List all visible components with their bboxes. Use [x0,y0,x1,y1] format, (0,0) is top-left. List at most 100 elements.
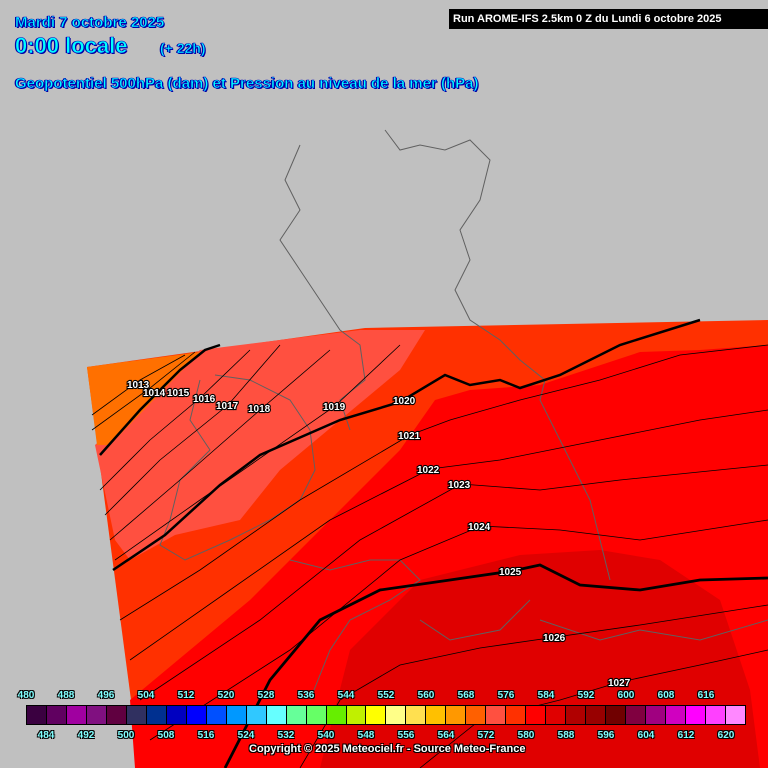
isobar-1018 [109,349,331,541]
legend-swatch [566,706,587,724]
isobar-label: 1024 [468,522,491,533]
legend-tick-label: 584 [537,690,555,701]
copyright: Copyright © 2025 Meteociel.fr - Source M… [249,743,526,755]
forecast-lead: (+ 22h) [160,40,206,57]
legend-tick-label: 532 [277,730,295,741]
legend-swatch [106,706,127,724]
isobar-label: 1016 [193,394,216,405]
forecast-time: 0:00 locale [15,33,128,59]
isobar-label: 1015 [167,388,190,399]
legend-swatch [266,706,287,724]
isobar-label: 1021 [398,431,421,442]
isobar-1013 [91,354,186,416]
isobar-1026 [299,604,768,768]
legend-swatch [326,706,347,724]
legend-swatch [725,706,745,724]
legend-tick-label: 484 [37,730,55,741]
legend-tick-label: 612 [677,730,695,741]
legend-tick-label: 544 [337,690,355,701]
legend-swatch [346,706,367,724]
isobar-1022 [129,409,768,661]
legend-swatch [666,706,686,724]
isobar-1024 [149,519,768,741]
forecast-date: Mardi 7 octobre 2025 [15,14,165,32]
legend-tick-label: 620 [717,730,735,741]
legend-swatch [446,706,467,724]
geopotential-field [87,320,768,768]
legend-tick-label: 608 [657,690,675,701]
legend-swatch [186,706,207,724]
isobar-label: 1019 [323,402,346,413]
legend-swatch [306,706,327,724]
isobar-label: 1025 [499,567,522,578]
legend-tick-label: 492 [77,730,95,741]
legend-tick-label: 568 [457,690,475,701]
legend-tick-label: 500 [117,730,135,741]
isobar-label: 1020 [393,396,416,407]
legend-swatch [426,706,447,724]
legend-swatch [626,706,647,724]
legend-tick-label: 556 [397,730,415,741]
legend-swatch [286,706,307,724]
color-legend [26,705,746,725]
legend-tick-label: 548 [357,730,375,741]
isobar-1017 [104,344,281,516]
legend-tick-label: 552 [377,690,395,701]
isobar-1020 [112,318,701,572]
legend-tick-label: 580 [517,730,535,741]
legend-swatch [86,706,107,724]
isobar-1014 [91,351,196,431]
isobar-1027 [419,649,768,768]
isobar-1023 [139,464,768,701]
legend-tick-label: 508 [157,730,175,741]
isobar-label: 1014 [143,388,166,399]
legend-swatch [586,706,607,724]
legend-swatch [506,706,527,724]
legend-tick-label: 524 [237,730,255,741]
isobar-label: 1013 [127,380,150,391]
legend-tick-label: 564 [437,730,455,741]
legend-tick-label: 528 [257,690,275,701]
legend-swatch [406,706,427,724]
coastlines [159,129,768,701]
legend-swatch [246,706,267,724]
legend-tick-label: 480 [17,690,35,701]
legend-swatch [486,706,507,724]
isobar-1025 [223,563,768,768]
legend-tick-label: 576 [497,690,515,701]
legend-swatch [646,706,666,724]
isobar-label: 1027 [608,678,631,689]
legend-tick-label: 604 [637,730,655,741]
isobar-1016 [99,349,251,491]
legend-tick-label: 536 [297,690,315,701]
isobar-labels: 1013 1014 1015 1016 1017 1018 1019 1020 … [126,379,632,690]
legend-swatch [166,706,187,724]
map-title: Geopotentiel 500hPa (dam) et Pression au… [15,75,479,93]
legend-swatch [606,706,627,724]
isobar-label: 1018 [248,404,271,415]
legend-tick-label: 520 [217,690,235,701]
isobars [91,318,768,768]
legend-swatch [366,706,387,724]
legend-tick-label: 588 [557,730,575,741]
legend-swatch [705,706,726,724]
run-info: Run AROME-IFS 2.5km 0 Z du Lundi 6 octob… [449,9,768,29]
isobar-label: 1022 [417,465,440,476]
legend-swatch [27,706,47,724]
legend-tick-label: 616 [697,690,715,701]
legend-swatch [226,706,247,724]
legend-swatch [46,706,67,724]
isobar-1021 [119,344,768,621]
legend-swatch [206,706,227,724]
legend-swatch [66,706,87,724]
legend-swatch [466,706,487,724]
legend-tick-label: 592 [577,690,595,701]
isobar-label: 1026 [543,633,566,644]
legend-tick-label: 560 [417,690,435,701]
isobar-label: 1023 [448,480,471,491]
legend-swatch [126,706,147,724]
legend-tick-label: 504 [137,690,155,701]
legend-tick-label: 600 [617,690,635,701]
legend-tick-label: 488 [57,690,75,701]
